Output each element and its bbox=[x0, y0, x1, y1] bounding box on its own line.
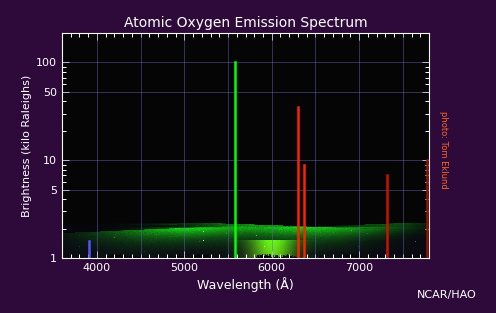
Title: Atomic Oxygen Emission Spectrum: Atomic Oxygen Emission Spectrum bbox=[124, 16, 368, 30]
Y-axis label: Brightness (kilo Raleighs): Brightness (kilo Raleighs) bbox=[22, 74, 32, 217]
Text: photo: Tom Eklund: photo: Tom Eklund bbox=[439, 111, 448, 189]
X-axis label: Wavelength (Å): Wavelength (Å) bbox=[197, 277, 294, 292]
Text: NCAR/HAO: NCAR/HAO bbox=[417, 290, 476, 300]
